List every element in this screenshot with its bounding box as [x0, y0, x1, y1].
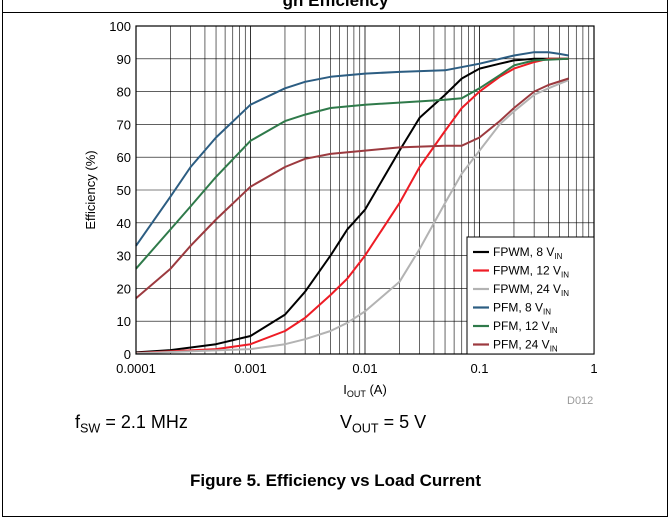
y-tick-label: 80: [117, 85, 131, 100]
y-tick-label: 90: [117, 52, 131, 67]
fsw-subscript: SW: [80, 421, 101, 436]
series-line: [135, 57, 569, 354]
top-caption-fragment: gh Efficiency: [282, 0, 389, 10]
x-axis-label: IOUT (A): [343, 382, 387, 399]
axis-ticks: 0 10 20 30 40 50 60 70 80 90 100 0.0001 0.001 0.01 0.1…: [109, 19, 597, 376]
switching-frequency-condition: fSW = 2.1 MHz: [75, 412, 188, 436]
legend-label: FPWM, 12 VIN: [493, 264, 569, 280]
y-tick-label: 70: [117, 117, 131, 132]
efficiency-chart: 0 10 20 30 40 50 60 70 80 90 100 0.0001 0.001 0.01 0.1…: [83, 19, 598, 399]
x-tick-label: 0.0001: [116, 361, 156, 376]
series-lines: [135, 51, 569, 355]
legend-label: FPWM, 24 VIN: [493, 282, 569, 298]
fsw-value: = 2.1 MHz: [100, 412, 188, 432]
y-tick-label: 60: [117, 150, 131, 165]
plot-border: [135, 25, 595, 355]
legend: FPWM, 8 VIN FPWM, 12 VIN FPWM, 24 VIN PFM, …: [466, 236, 595, 355]
legend-label: PFM, 12 VIN: [493, 319, 558, 335]
series-line: [135, 57, 569, 354]
output-voltage-condition: VOUT = 5 V: [340, 412, 426, 436]
series-line: [135, 57, 569, 270]
x-axis-label-sub: OUT: [347, 389, 367, 399]
x-axis-label-unit: (A): [366, 382, 387, 397]
document-id: D012: [567, 395, 594, 407]
y-tick-label: 50: [117, 183, 131, 198]
legend-label: PFM, 24 VIN: [493, 338, 558, 354]
x-tick-label: 0.01: [352, 361, 377, 376]
y-tick-label: 100: [109, 19, 131, 34]
y-tick-label: 40: [117, 216, 131, 231]
y-tick-label: 10: [117, 314, 131, 329]
vout-subscript: OUT: [352, 421, 379, 436]
top-divider: [2, 12, 668, 13]
legend-label: PFM, 8 VIN: [493, 301, 551, 317]
x-tick-label: 0.1: [470, 361, 488, 376]
x-axis-label-main: I: [343, 382, 347, 397]
series-line: [135, 51, 569, 247]
vout-variable: V: [340, 412, 353, 432]
series-line: [135, 79, 569, 355]
legend-box: [466, 236, 595, 355]
vout-value: = 5 V: [378, 412, 427, 432]
x-tick-label: 0.001: [234, 361, 267, 376]
fsw-variable: f: [75, 412, 81, 432]
y-tick-label: 30: [117, 249, 131, 264]
y-axis-label: Efficiency (%): [83, 150, 98, 229]
y-tick-label: 0: [124, 347, 131, 362]
legend-label: FPWM, 8 VIN: [493, 245, 563, 261]
y-tick-label: 20: [117, 281, 131, 296]
series-line: [135, 77, 569, 299]
x-tick-label: 1: [590, 361, 597, 376]
figure-caption: Figure 5. Efficiency vs Load Current: [190, 471, 481, 490]
